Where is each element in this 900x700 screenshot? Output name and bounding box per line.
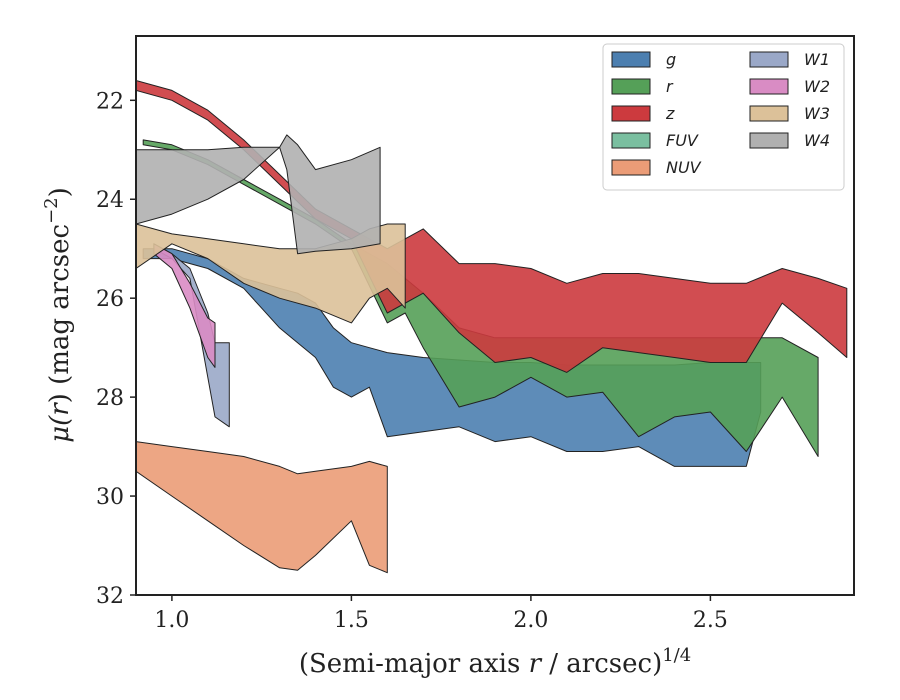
legend-label-nuv: NUV bbox=[666, 158, 702, 177]
legend-swatch-z bbox=[611, 105, 651, 122]
x-tick-label: 1.5 bbox=[334, 608, 369, 633]
plot-frame bbox=[135, 35, 855, 596]
y-axis-label: μ(r) (mag arcsec−2) bbox=[41, 187, 75, 443]
legend-swatch-w2 bbox=[749, 78, 789, 95]
y-tick-label: 22 bbox=[96, 89, 124, 114]
band-w4 bbox=[136, 134, 381, 255]
y-tick-label: 30 bbox=[96, 485, 124, 510]
legend-label-w1: W1 bbox=[804, 50, 830, 69]
legend: grz FUV NUV W1 W2 W3 W4 bbox=[602, 43, 845, 191]
legend-label-z: z bbox=[665, 104, 675, 123]
y-axis-ticks: 22 24 26 28 30 32 bbox=[96, 89, 136, 609]
x-tick-label: 2.5 bbox=[693, 608, 728, 633]
legend-swatch-nuv bbox=[611, 159, 651, 176]
legend-label-w3: W3 bbox=[804, 104, 830, 123]
legend-label-w2: W2 bbox=[804, 77, 830, 96]
legend-swatch-g bbox=[611, 51, 651, 68]
legend-swatch-w3 bbox=[749, 105, 789, 122]
legend-label-g: g bbox=[666, 50, 676, 69]
x-tick-label: 2.0 bbox=[513, 608, 548, 633]
x-axis-label: (Semi-major axis r / arcsec)1/4 bbox=[299, 645, 691, 679]
y-tick-label: 28 bbox=[96, 386, 124, 411]
x-tick-label: 1.0 bbox=[154, 608, 189, 633]
legend-swatch-fuv bbox=[611, 132, 651, 149]
x-axis-ticks: 1.0 1.5 2.0 2.5 bbox=[154, 595, 728, 633]
legend-label-fuv: FUV bbox=[666, 131, 699, 150]
legend-label-r: r bbox=[666, 77, 674, 96]
y-tick-label: 24 bbox=[96, 188, 124, 213]
y-tick-label: 26 bbox=[96, 287, 124, 312]
legend-swatch-r bbox=[611, 78, 651, 95]
legend-swatch-w1 bbox=[749, 51, 789, 68]
legend-swatch-w4 bbox=[749, 132, 789, 149]
band-nuv bbox=[136, 441, 388, 574]
series-layer bbox=[136, 80, 848, 574]
band-w2 bbox=[153, 243, 216, 368]
legend-label-w4: W4 bbox=[804, 131, 830, 150]
y-tick-label: 32 bbox=[96, 584, 124, 609]
